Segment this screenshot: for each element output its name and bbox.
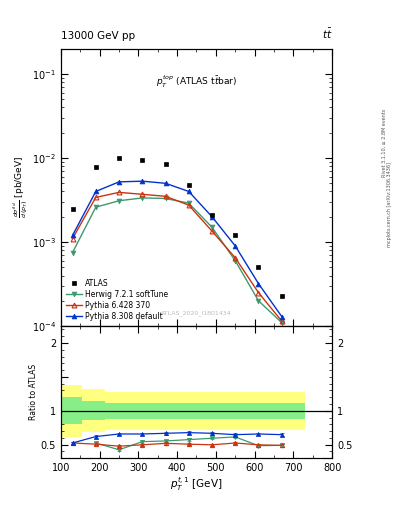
ATLAS: [209, 212, 214, 218]
Y-axis label: $\frac{d\sigma^{fid}}{d\,(p_T)}$ [pb/GeV]: $\frac{d\sigma^{fid}}{d\,(p_T)}$ [pb/GeV…: [12, 156, 31, 219]
Pythia 6.428 370: [163, 193, 168, 199]
ATLAS: [233, 232, 238, 239]
Pythia 6.428 370: [279, 318, 284, 324]
Pythia 8.308 default: [70, 232, 75, 239]
ATLAS: [186, 182, 191, 188]
Legend: ATLAS, Herwig 7.2.1 softTune, Pythia 6.428 370, Pythia 8.308 default: ATLAS, Herwig 7.2.1 softTune, Pythia 6.4…: [65, 278, 169, 322]
Pythia 6.428 370: [209, 228, 214, 234]
Text: ATLAS_2020_I1801434: ATLAS_2020_I1801434: [161, 311, 232, 316]
ATLAS: [256, 264, 261, 270]
ATLAS: [117, 155, 121, 161]
Line: Herwig 7.2.1 softTune: Herwig 7.2.1 softTune: [70, 196, 284, 325]
Pythia 8.308 default: [117, 179, 121, 185]
Text: Rivet 3.1.10, ≥ 2.8M events: Rivet 3.1.10, ≥ 2.8M events: [382, 109, 387, 178]
Herwig 7.2.1 softTune: [209, 224, 214, 230]
Pythia 6.428 370: [233, 254, 238, 261]
Line: Pythia 8.308 default: Pythia 8.308 default: [70, 179, 284, 319]
ATLAS: [279, 293, 284, 299]
Pythia 8.308 default: [140, 178, 145, 184]
Y-axis label: Ratio to ATLAS: Ratio to ATLAS: [29, 364, 38, 420]
ATLAS: [163, 160, 168, 166]
Pythia 6.428 370: [117, 189, 121, 196]
Herwig 7.2.1 softTune: [256, 298, 261, 304]
Text: $p_T^{top}$ (ATLAS t$\bar{t}$bar): $p_T^{top}$ (ATLAS t$\bar{t}$bar): [156, 74, 237, 90]
Herwig 7.2.1 softTune: [117, 198, 121, 204]
Pythia 8.308 default: [233, 243, 238, 249]
Pythia 8.308 default: [256, 281, 261, 287]
Herwig 7.2.1 softTune: [94, 204, 98, 210]
Pythia 6.428 370: [186, 202, 191, 208]
Herwig 7.2.1 softTune: [233, 258, 238, 264]
Pythia 8.308 default: [163, 180, 168, 186]
Text: mcplots.cern.ch [arXiv:1306.3436]: mcplots.cern.ch [arXiv:1306.3436]: [387, 162, 392, 247]
Pythia 8.308 default: [186, 188, 191, 195]
Pythia 8.308 default: [209, 214, 214, 220]
Herwig 7.2.1 softTune: [186, 200, 191, 206]
Text: 13000 GeV pp: 13000 GeV pp: [61, 31, 135, 41]
Pythia 8.308 default: [94, 188, 98, 195]
Line: Pythia 6.428 370: Pythia 6.428 370: [70, 190, 284, 324]
Line: ATLAS: ATLAS: [70, 155, 284, 298]
ATLAS: [140, 157, 145, 163]
Herwig 7.2.1 softTune: [140, 195, 145, 201]
Herwig 7.2.1 softTune: [279, 319, 284, 326]
ATLAS: [94, 164, 98, 170]
Pythia 8.308 default: [279, 313, 284, 319]
Pythia 6.428 370: [94, 195, 98, 201]
Pythia 6.428 370: [140, 191, 145, 197]
Pythia 6.428 370: [70, 236, 75, 242]
Herwig 7.2.1 softTune: [70, 249, 75, 255]
ATLAS: [70, 205, 75, 211]
X-axis label: $p_T^{t,1}$ [GeV]: $p_T^{t,1}$ [GeV]: [170, 476, 223, 493]
Herwig 7.2.1 softTune: [163, 196, 168, 202]
Text: $t\bar{t}$: $t\bar{t}$: [321, 27, 332, 41]
Pythia 6.428 370: [256, 290, 261, 296]
